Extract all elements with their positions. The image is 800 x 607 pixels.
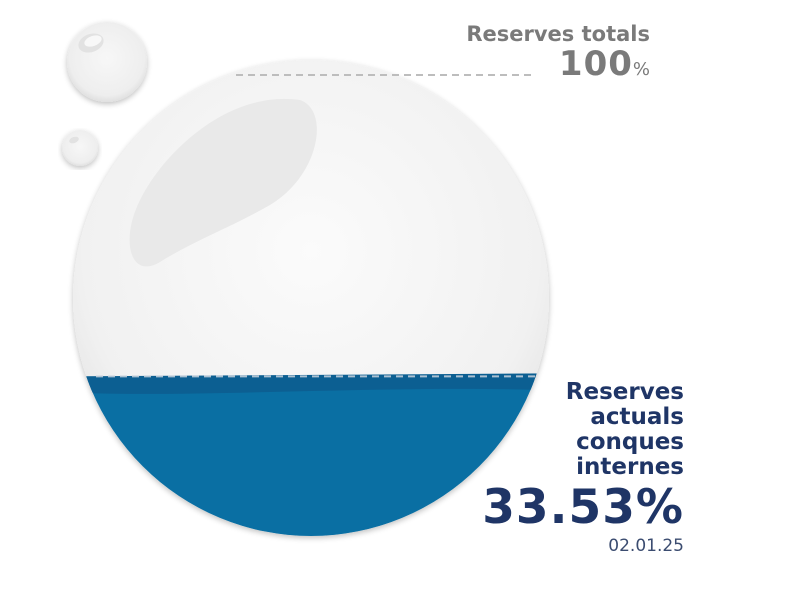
sphere-highlight [129,98,317,267]
bubble-large [67,22,147,102]
total-reserves-unit: % [632,59,650,80]
total-reserves-value: 100 [558,44,633,84]
current-reserves-title-line-1: Reserves [565,379,684,405]
current-reserves-title-line-2: actuals [590,404,684,430]
current-reserves-date: 02.01.25 [608,536,684,556]
bubble-small [62,130,98,166]
current-reserves-value: 33.53% [482,480,684,535]
current-reserves-label: Reserves actuals conques internes 33.53%… [482,379,684,557]
water-fill [73,373,549,536]
total-reserves-value-line: 100% [466,46,650,88]
current-reserves-title-line-4: internes [576,454,684,480]
total-reserves-label: Reserves totals 100% [466,22,650,88]
current-reserves-title-line-3: conques [576,429,684,455]
water-surface [73,373,549,394]
total-reserves-title: Reserves totals [466,22,650,46]
water-body [73,376,549,536]
